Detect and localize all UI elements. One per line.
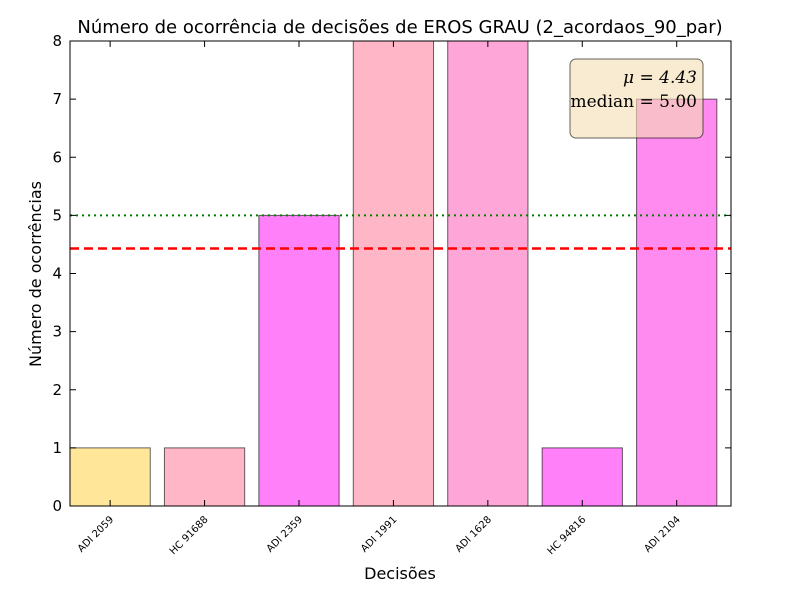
x-tick-label: ADI 1628 <box>454 514 494 554</box>
bar-hc-94816 <box>541 447 623 507</box>
stats-mean-text: μ = 4.43 <box>623 68 697 88</box>
x-tick-label: HC 91688 <box>168 514 211 557</box>
y-tick-label: 3 <box>52 323 62 341</box>
y-tick-label: 8 <box>52 32 62 50</box>
bar-adi-1991 <box>352 40 435 507</box>
chart-title: Número de ocorrência de decisões de EROS… <box>77 17 722 38</box>
y-tick-label: 5 <box>52 206 62 224</box>
y-tick-label: 7 <box>52 90 62 108</box>
x-tick-label: ADI 2059 <box>76 514 116 554</box>
stats-box: μ = 4.43 median = 5.00 <box>569 58 704 139</box>
x-tick-label: ADI 2359 <box>265 514 305 554</box>
bars-group <box>69 40 718 507</box>
y-tick-label: 4 <box>52 265 62 283</box>
bar-adi-2104 <box>636 98 718 507</box>
y-axis: 0 1 2 3 4 5 6 7 8 <box>52 32 731 515</box>
y-tick-label: 2 <box>52 381 62 399</box>
x-tick-label: ADI 1991 <box>359 514 399 554</box>
bar-hc-91688 <box>163 447 246 507</box>
bar-adi-2359 <box>258 214 340 507</box>
x-axis-label: Decisões <box>364 564 436 583</box>
y-axis-label: Número de ocorrências <box>26 181 45 367</box>
y-tick-label: 0 <box>52 497 62 515</box>
reference-lines <box>70 214 731 250</box>
y-tick-label: 6 <box>52 148 62 166</box>
stats-median-text: median = 5.00 <box>571 92 698 112</box>
y-tick-label: 1 <box>52 439 62 457</box>
bar-adi-2059 <box>69 447 151 507</box>
bar-adi-1628 <box>447 40 529 507</box>
stats-box-background <box>569 58 704 139</box>
x-tick-label: ADI 2104 <box>642 514 682 554</box>
x-tick-label: HC 94816 <box>546 514 589 557</box>
